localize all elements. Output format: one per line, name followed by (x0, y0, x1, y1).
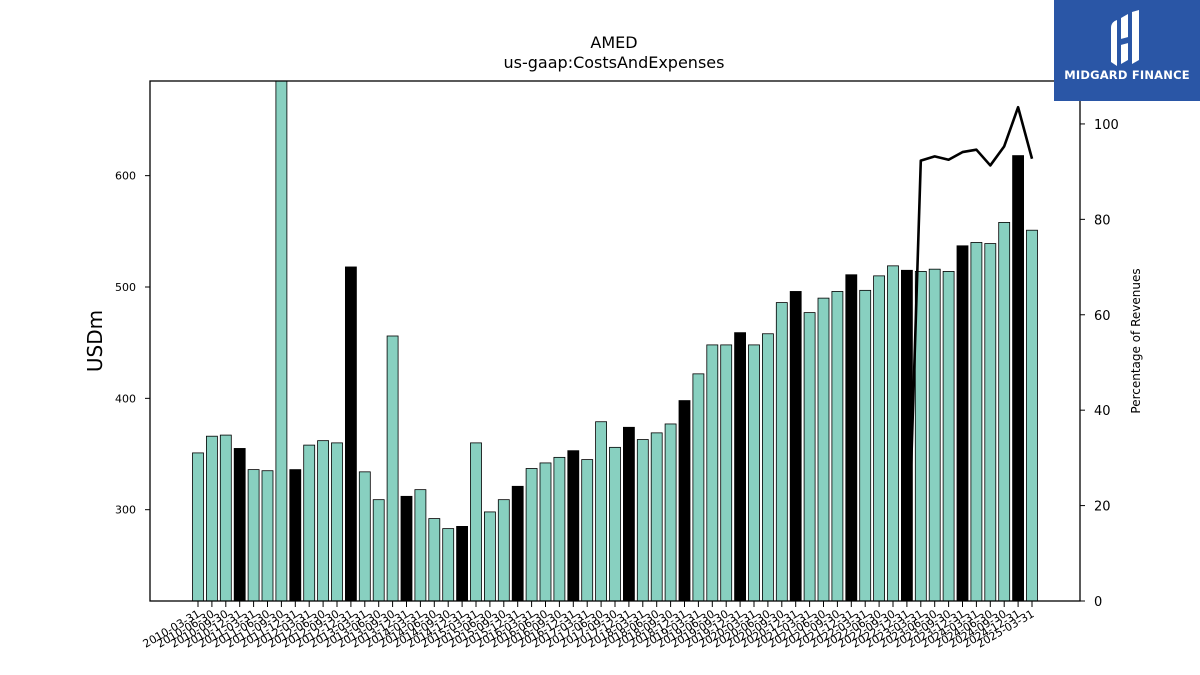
bar-2021-06-30 (817, 297, 830, 602)
bar-2018-12-31 (678, 400, 691, 602)
bar-2017-12-31 (623, 426, 635, 602)
bar-2019-09-30 (720, 344, 733, 602)
bar-2015-03-31 (470, 442, 482, 602)
bar-2023-12-31 (956, 245, 969, 602)
y-axis-label: USDm (83, 310, 107, 372)
y-tick-label-600: 600 (115, 170, 136, 183)
bar-2022-09-30 (887, 265, 899, 602)
bar-2010-03-31 (192, 452, 204, 602)
midgard-finance-logo: MIDGARD FINANCE (1054, 0, 1200, 101)
bar-2011-12-31 (289, 469, 302, 602)
y2-tick-label-0: 0 (1094, 595, 1102, 610)
bar-2014-12-31 (456, 526, 469, 602)
bar-2012-03-31 (303, 444, 316, 602)
bar-2019-03-31 (692, 373, 705, 602)
bar-2019-06-30 (706, 344, 719, 602)
bar-2020-03-31 (748, 344, 760, 602)
bar-2014-06-30 (428, 518, 441, 602)
bars-group (192, 80, 1038, 602)
bar-2016-12-31 (567, 450, 580, 602)
logo-text: MIDGARD FINANCE (1064, 68, 1190, 82)
bar-2010-12-31 (233, 448, 246, 602)
bar-2019-12-31 (734, 332, 746, 602)
bar-2014-03-31 (414, 489, 427, 602)
y2-tick-label-20: 20 (1094, 500, 1111, 515)
y2-tick-label-100: 100 (1094, 118, 1119, 133)
bar-2022-06-30 (873, 275, 885, 602)
bar-2023-09-30 (942, 271, 955, 602)
bar-2010-06-30 (205, 435, 218, 602)
bar-2024-12-31 (1012, 155, 1024, 602)
bar-2021-09-30 (831, 291, 844, 602)
bar-2016-06-30 (539, 462, 552, 602)
bar-2018-03-31 (636, 439, 649, 602)
bar-2024-09-30 (998, 222, 1011, 602)
bar-2016-09-30 (553, 456, 566, 602)
bar-2012-09-30 (331, 442, 343, 602)
bar-2010-09-30 (219, 434, 232, 602)
bar-2022-03-31 (859, 289, 872, 602)
bar-2025-03-31 (1026, 229, 1038, 602)
midgard-logo-icon (1111, 10, 1139, 66)
bar-2015-06-30 (483, 511, 496, 602)
bar-2024-03-31 (970, 242, 983, 602)
y-tick-label-300: 300 (115, 504, 136, 517)
y2-tick-label-40: 40 (1094, 404, 1111, 419)
bar-2015-12-31 (511, 485, 524, 602)
bar-2024-06-30 (984, 243, 997, 602)
percentage-of-revenues-line (905, 105, 1034, 602)
y2-tick-label-60: 60 (1094, 309, 1111, 324)
bar-2020-09-30 (775, 302, 788, 602)
percentage-line-group (905, 105, 1034, 602)
bar-2013-03-31 (358, 471, 371, 602)
bar-2022-12-31 (901, 269, 913, 602)
bar-2020-06-30 (762, 333, 774, 602)
bar-2012-06-30 (317, 440, 330, 602)
bar-2018-06-30 (650, 432, 663, 602)
bar-2017-09-30 (609, 446, 621, 602)
y-tick-label-500: 500 (115, 281, 136, 294)
y2-tick-label-80: 80 (1094, 213, 1111, 228)
bar-2014-09-30 (442, 528, 455, 602)
bar-2012-12-31 (344, 266, 357, 602)
bar-2015-09-30 (497, 499, 510, 602)
y2-axis-label: Percentage of Revenues (1129, 268, 1143, 413)
bar-2018-09-30 (664, 423, 677, 602)
bar-2020-12-31 (789, 291, 802, 602)
chart-subtitle: us-gaap:CostsAndExpenses (504, 53, 725, 72)
bar-2017-03-31 (581, 459, 594, 602)
bar-2013-06-30 (372, 499, 385, 602)
bar-2017-06-30 (595, 421, 607, 602)
bar-2016-03-31 (525, 468, 538, 602)
chart-title: AMED (590, 33, 637, 52)
bar-2011-03-31 (247, 469, 260, 602)
axes-group: 3004005006000204060801002010-03-312010-0… (115, 80, 1119, 651)
y-tick-label-400: 400 (115, 392, 136, 405)
bar-2011-09-30 (275, 80, 288, 602)
bar-2023-06-30 (928, 268, 941, 602)
bar-2013-09-30 (386, 335, 399, 602)
bar-2021-12-31 (845, 274, 858, 602)
bar-2021-03-31 (803, 312, 816, 602)
bar-2013-12-31 (400, 495, 413, 602)
bar-2011-06-30 (261, 470, 274, 602)
